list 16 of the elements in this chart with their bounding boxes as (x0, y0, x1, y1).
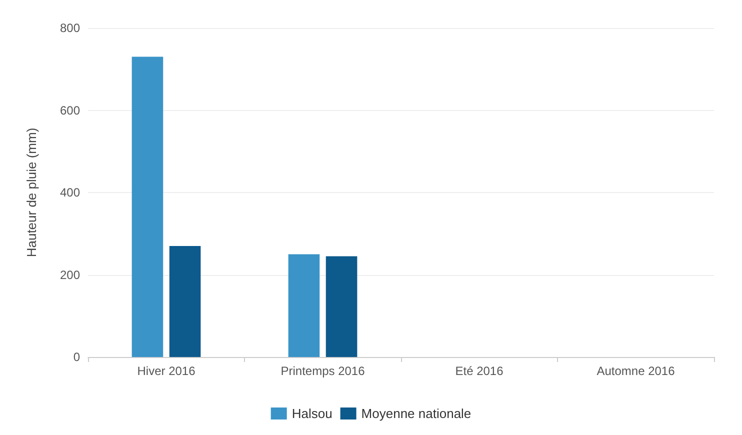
y-tick-label: 200 (60, 268, 80, 282)
x-tick-label: Automne 2016 (596, 364, 676, 378)
legend-label: Halsou (292, 406, 332, 421)
x-tick-label: Eté 2016 (455, 364, 504, 378)
y-tick-label: 0 (73, 350, 80, 364)
x-tick-label: Hiver 2016 (137, 364, 196, 378)
y-axis-title: Hauteur de pluie (mm) (24, 128, 39, 258)
bar (132, 56, 164, 357)
x-tick-label: Printemps 2016 (280, 364, 366, 378)
y-tick-label: 800 (60, 21, 80, 35)
bar (169, 246, 201, 357)
bar (326, 256, 358, 357)
legend-label: Moyenne nationale (361, 406, 472, 421)
bar (288, 254, 320, 357)
y-tick-label: 600 (60, 103, 80, 118)
y-tick-label: 400 (60, 186, 80, 200)
